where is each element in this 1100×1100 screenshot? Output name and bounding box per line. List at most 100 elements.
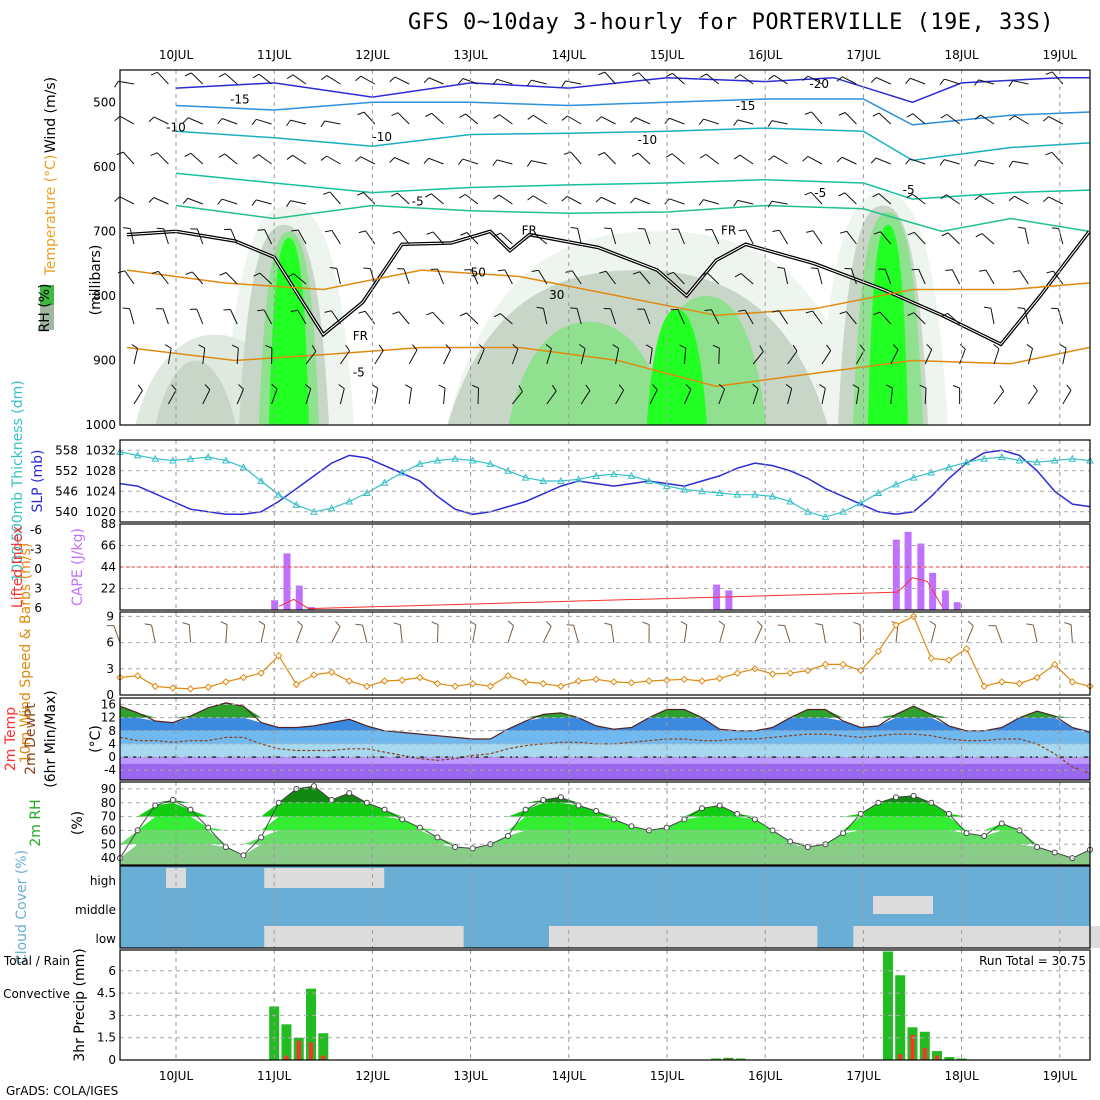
thickness-marker	[892, 480, 900, 488]
wind-barb	[880, 231, 892, 245]
wind-barb-flag	[137, 384, 143, 391]
wind-speed-marker	[363, 682, 371, 690]
wind-barb	[399, 624, 403, 643]
wind-barb-flag	[494, 232, 501, 237]
wind-barb-flag	[507, 620, 514, 626]
wind-barb	[365, 230, 376, 245]
wind-barb	[890, 388, 893, 405]
temperature-contour	[175, 127, 1090, 162]
slp-tick-label: 1032	[85, 443, 116, 457]
wind-barb-flag	[546, 620, 552, 627]
wind-barb-flag	[218, 73, 226, 78]
wind-barb	[890, 349, 899, 365]
wind-barb	[297, 229, 307, 245]
wind-barb-flag	[423, 157, 430, 164]
wind-barb	[930, 624, 937, 643]
wind-barb-flag	[198, 344, 205, 349]
wind-barb-flag	[974, 79, 979, 86]
wind-speed-marker	[945, 656, 953, 664]
top-date-label: 12JUL	[355, 48, 390, 62]
wind-barb-flag	[768, 155, 775, 161]
wind-barb	[671, 153, 685, 165]
wind-barb-flag	[983, 306, 992, 309]
wind-barb-flag	[665, 153, 673, 158]
wind-barb-flag	[642, 621, 650, 626]
ylabel-slp: SLP (mb)	[30, 449, 46, 512]
rh-marker	[187, 806, 194, 813]
wind-barb	[944, 159, 960, 165]
warm-contour	[126, 346, 1090, 388]
wind-speed-marker	[592, 675, 600, 683]
wind-barb	[859, 624, 862, 643]
thickness-marker	[1015, 456, 1024, 464]
wind-barb-flag	[585, 384, 591, 391]
wind-barb	[1027, 348, 1034, 365]
cape-bar	[917, 543, 925, 610]
thickness-marker	[733, 490, 742, 498]
wind-barb	[196, 308, 204, 325]
cloud-block	[637, 926, 818, 948]
wind-barb	[119, 196, 135, 205]
wind-barb-flag	[431, 621, 439, 626]
cape-tick-label: 44	[101, 560, 116, 574]
thickness-marker	[415, 459, 424, 467]
wind-barb-flag	[905, 158, 911, 165]
wind-barb	[737, 119, 754, 125]
wind-barb-flag	[459, 113, 466, 118]
wind-barb-flag	[1059, 344, 1067, 349]
contour-label: FR	[721, 224, 736, 238]
wind-barb	[546, 390, 557, 405]
wind-barb	[745, 229, 754, 245]
wind-barb	[1048, 116, 1064, 125]
wind-barb	[718, 388, 726, 405]
wind-barb-flag	[734, 74, 741, 79]
rh-band	[120, 816, 1090, 831]
wind-barb	[778, 310, 789, 325]
wind-barb	[190, 152, 204, 165]
wind-barb	[324, 120, 341, 125]
wind-barb-flag	[561, 196, 568, 202]
wind-barb-flag	[251, 199, 257, 206]
wind-barb	[163, 228, 169, 245]
thickness-marker	[715, 488, 724, 496]
wind-barb-flag	[561, 115, 568, 121]
rh-marker	[328, 796, 335, 803]
wind-barb-flag	[148, 197, 155, 203]
rh-marker	[751, 816, 758, 823]
thickness-marker	[645, 476, 653, 484]
thickness-marker	[451, 454, 459, 462]
wind-barb	[167, 348, 172, 365]
wind-barb	[305, 351, 317, 365]
wind-barb-flag	[700, 272, 708, 277]
precip-bar	[281, 1024, 292, 1060]
temp-tick-label: -4	[104, 763, 116, 777]
wind-barb-flag	[873, 231, 881, 235]
wind-barb-flag	[810, 267, 818, 270]
contour-label: -20	[809, 77, 829, 91]
wind-barb-flag	[392, 311, 400, 315]
wind-barb	[912, 113, 926, 125]
rh-tick-label: 70	[101, 810, 116, 824]
wind-barb-flag	[426, 311, 433, 316]
wind-barb	[1014, 115, 1029, 125]
legend-convective: Convective	[3, 987, 70, 1001]
wind-barb-flag	[253, 272, 261, 277]
temperature-band	[120, 757, 1090, 764]
wind-barb-flag	[1008, 160, 1014, 168]
ylabel-wind-speed: 10m Wind Speed & Barbs (m/s)	[18, 543, 34, 763]
thickness-marker	[133, 451, 142, 459]
pressure-tick-label: 600	[93, 160, 116, 174]
run-total: Run Total = 30.75	[979, 954, 1086, 968]
wind-barb	[538, 270, 548, 285]
ylabel-dewpt: 2m DewPt	[23, 703, 39, 775]
wind-barb	[158, 271, 169, 285]
wind-speed-marker	[1051, 660, 1059, 669]
wind-barb-flag	[551, 384, 557, 392]
wind-barb	[443, 349, 452, 365]
precip-frame	[119, 949, 1091, 1061]
slp-tick-label: 1020	[85, 505, 116, 519]
wind-tick-label: 9	[106, 609, 114, 623]
wind-speed-marker	[486, 682, 495, 690]
wind-barb-flag	[425, 112, 432, 117]
wind-tick-label: 6	[106, 636, 114, 650]
